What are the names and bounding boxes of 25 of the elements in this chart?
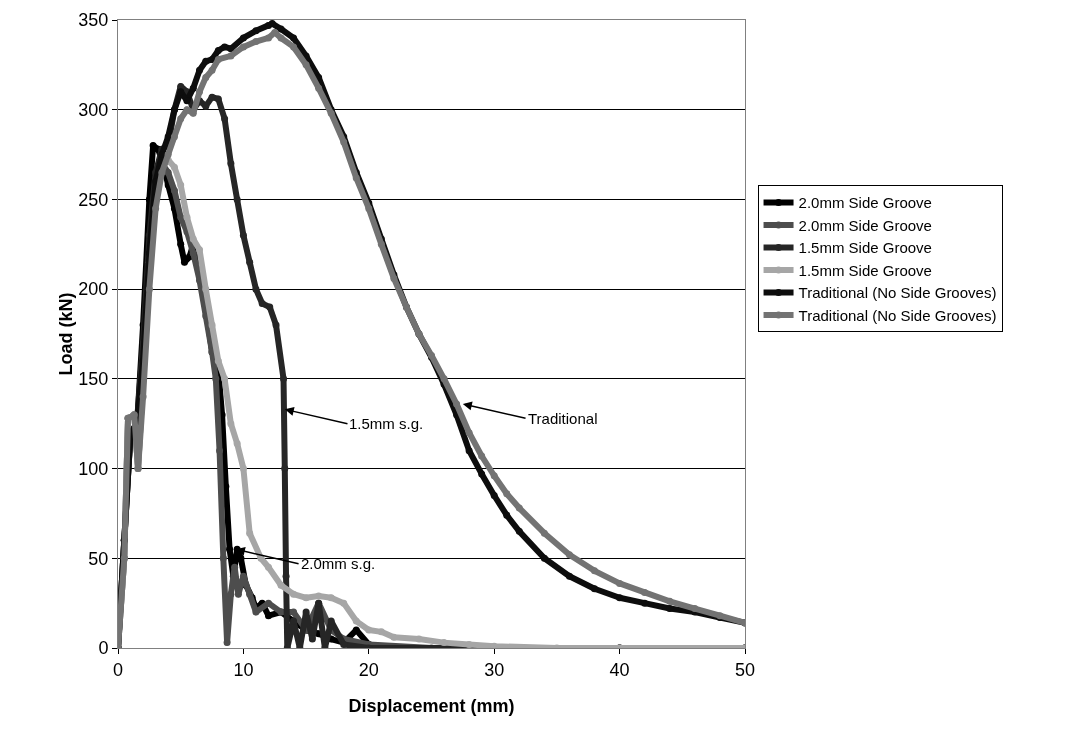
annotation: 2.0mm s.g. — [301, 555, 376, 572]
legend-label: Traditional (No Side Grooves) — [798, 306, 997, 324]
y-tick-label: 50 — [88, 548, 109, 569]
legend-label: Traditional (No Side Grooves) — [798, 284, 997, 302]
y-tick-label: 0 — [98, 638, 109, 659]
legend-label: 1.5mm Side Groove — [798, 261, 932, 279]
x-tick-label: 0 — [112, 659, 124, 680]
legend-label: 2.0mm Side Groove — [798, 194, 932, 212]
y-tick-label: 300 — [78, 100, 109, 121]
x-tick-label: 40 — [609, 659, 630, 680]
legend-label: 2.0mm Side Groove — [798, 216, 932, 234]
x-tick-label: 20 — [358, 659, 379, 680]
annotation: 1.5mm s.g. — [349, 415, 424, 432]
y-tick-label: 250 — [78, 189, 109, 210]
y-axis-title: Load (kN) — [56, 292, 76, 376]
x-tick-label: 50 — [734, 659, 756, 680]
y-tick-label: 200 — [78, 279, 109, 300]
x-tick-label: 10 — [233, 659, 254, 680]
x-axis-title: Displacement (mm) — [348, 696, 515, 716]
y-tick-label: 100 — [78, 458, 109, 479]
annotation: Traditional — [528, 410, 598, 427]
y-tick-label: 150 — [78, 369, 109, 390]
legend-label: 1.5mm Side Groove — [798, 239, 932, 257]
x-tick-label: 30 — [484, 659, 505, 680]
y-tick-label: 350 — [78, 10, 109, 31]
